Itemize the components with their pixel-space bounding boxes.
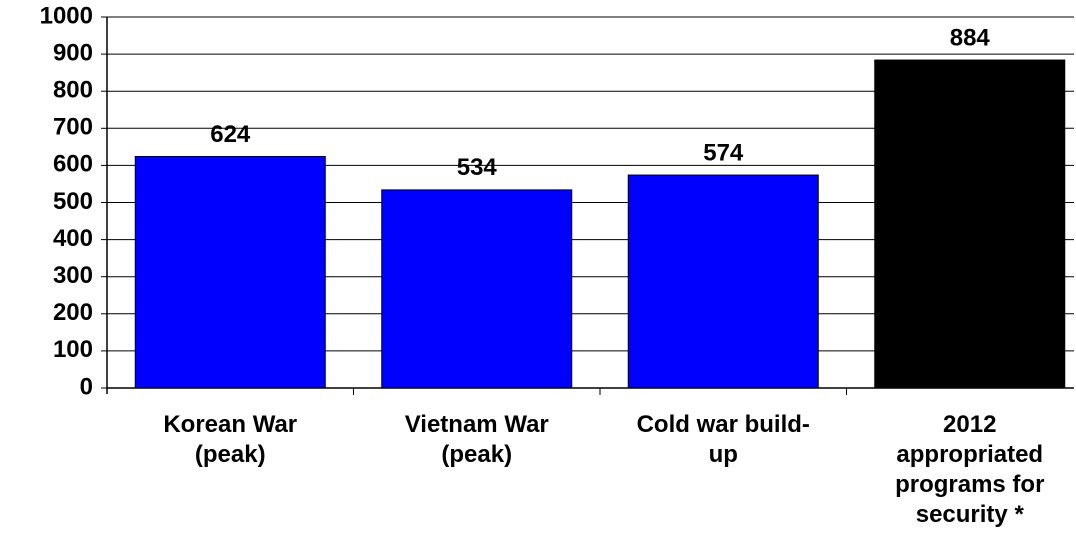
x-tick-label: Korean War (peak) [163,411,298,468]
y-tick-label: 300 [53,262,93,289]
value-label: 574 [703,139,744,166]
value-label: 884 [950,24,991,51]
bar [627,174,819,389]
x-tick-label: Vietnam War (peak) [404,411,549,468]
y-tick-label: 900 [53,39,93,66]
bar [874,59,1066,389]
x-tick-label: Cold war build- up [636,411,810,468]
y-tick-label: 800 [53,77,93,104]
y-tick-label: 0 [80,373,93,400]
x-tick-label: 2012 appropriated programs for security … [895,411,1045,528]
bar [134,155,326,389]
y-tick-label: 400 [53,225,93,252]
y-tick-label: 500 [53,188,93,215]
value-label: 534 [457,154,498,181]
y-tick-label: 1000 [40,2,93,29]
bar [381,189,573,389]
y-tick-label: 600 [53,151,93,178]
y-tick-label: 100 [53,336,93,363]
value-label: 624 [210,121,251,148]
y-tick-label: 700 [53,114,93,141]
y-tick-label: 200 [53,299,93,326]
